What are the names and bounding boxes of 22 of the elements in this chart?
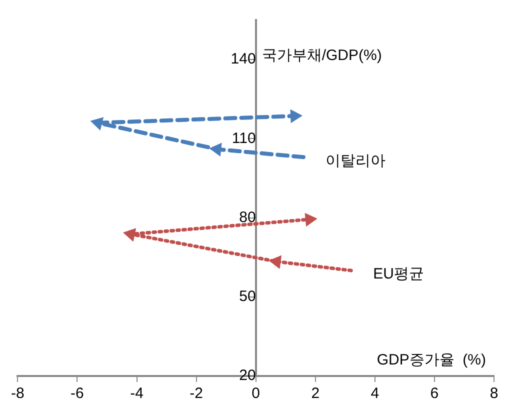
y-tick-label: 140 bbox=[230, 50, 256, 68]
y-tick-label: 20 bbox=[239, 367, 256, 384]
x-tick-label: 8 bbox=[490, 385, 498, 402]
y-axis-title: 국가부채/GDP(%) bbox=[262, 47, 382, 64]
y-tick-label: 80 bbox=[239, 208, 256, 226]
x-tick-label: -4 bbox=[130, 385, 144, 402]
point bbox=[122, 228, 136, 242]
x-tick-label: 0 bbox=[252, 385, 260, 402]
y-tick-label: 50 bbox=[239, 288, 256, 306]
series-label: EU평균 bbox=[373, 266, 424, 283]
x-tick-label: 4 bbox=[370, 385, 380, 402]
x-tick-label: -2 bbox=[190, 385, 203, 402]
x-tick-label: 6 bbox=[430, 385, 439, 402]
y-tick-label: 110 bbox=[232, 130, 256, 147]
series-label: 이탈리아 bbox=[325, 152, 386, 170]
x-tick-label: -6 bbox=[70, 385, 84, 402]
point bbox=[304, 212, 318, 227]
x-axis-title: GDP증가율 (%) bbox=[376, 352, 486, 369]
point bbox=[290, 109, 303, 124]
x-tick-label: 2 bbox=[311, 385, 320, 402]
point bbox=[90, 117, 104, 131]
x-tick-label: -8 bbox=[10, 385, 24, 402]
